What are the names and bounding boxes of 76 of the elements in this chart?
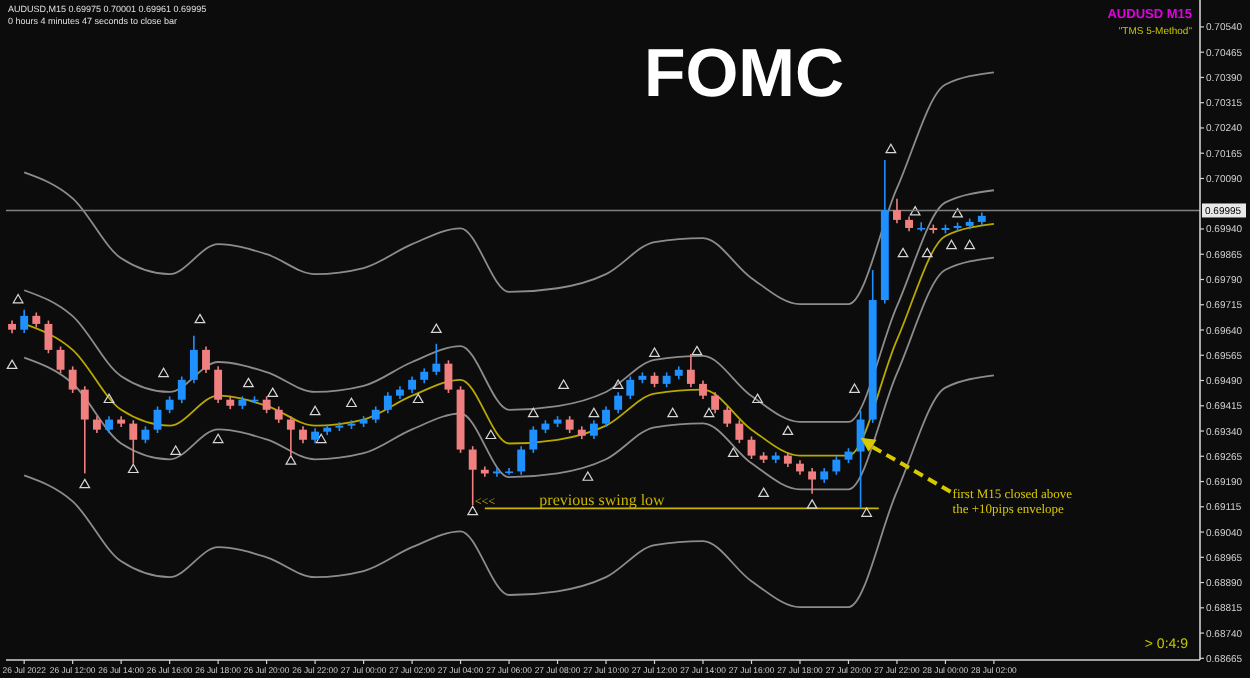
point	[582, 471, 594, 481]
point	[703, 407, 715, 418]
candlestick	[177, 375, 186, 404]
point	[752, 393, 763, 404]
point	[921, 247, 933, 258]
line-series	[23, 256, 995, 491]
point	[243, 377, 254, 388]
candlestick	[686, 353, 695, 389]
point	[964, 239, 976, 250]
point	[127, 463, 139, 474]
point	[315, 433, 327, 444]
point	[79, 478, 91, 489]
candlestick	[589, 419, 598, 440]
point	[267, 387, 279, 398]
point	[897, 247, 909, 258]
candlestick	[711, 391, 720, 414]
candlestick	[893, 197, 901, 225]
point	[430, 323, 442, 334]
candlestick	[20, 309, 29, 334]
point	[861, 507, 873, 517]
point	[158, 367, 169, 378]
point	[558, 379, 570, 389]
point	[952, 208, 963, 218]
candlestick	[856, 410, 865, 510]
annotation: previous swing low	[539, 491, 666, 510]
candlestick	[723, 405, 732, 428]
candlestick	[626, 375, 635, 400]
point	[485, 429, 497, 440]
point	[946, 239, 957, 250]
candlestick	[44, 319, 53, 355]
point	[806, 499, 818, 509]
point	[467, 505, 479, 516]
candlestick	[747, 435, 756, 460]
point	[527, 407, 539, 418]
candlestick	[735, 419, 744, 444]
point	[309, 405, 321, 416]
candlestick	[832, 455, 841, 476]
text: FOMC	[643, 36, 845, 112]
point	[667, 407, 679, 418]
point	[194, 313, 206, 324]
point	[12, 293, 24, 304]
candlestick	[517, 445, 526, 476]
point	[649, 347, 660, 357]
candlestick	[432, 343, 441, 376]
point	[285, 455, 297, 465]
candlestick	[189, 334, 198, 384]
candlestick	[202, 345, 210, 374]
point	[588, 407, 600, 418]
point	[212, 433, 224, 444]
point	[849, 383, 860, 393]
candlestick	[468, 445, 477, 506]
point	[346, 397, 357, 408]
candlestick	[68, 365, 77, 394]
candlestick	[917, 221, 926, 233]
candlestick	[614, 391, 623, 414]
point	[758, 487, 770, 498]
point	[909, 205, 921, 216]
candlestick	[80, 385, 89, 475]
candlestick	[529, 425, 538, 454]
point	[612, 379, 624, 389]
point	[6, 359, 18, 370]
point	[170, 445, 182, 455]
candlestick	[699, 379, 707, 400]
candlestick	[505, 467, 513, 476]
point	[103, 393, 115, 404]
point	[727, 447, 739, 457]
candlestick	[602, 405, 610, 428]
candlestick	[214, 365, 223, 404]
point	[691, 345, 703, 356]
candlestick	[383, 391, 392, 414]
point	[782, 425, 794, 436]
candlestick	[492, 467, 501, 478]
point	[885, 143, 897, 154]
line-series	[23, 223, 995, 457]
candlestick	[808, 467, 817, 495]
point	[412, 393, 424, 404]
